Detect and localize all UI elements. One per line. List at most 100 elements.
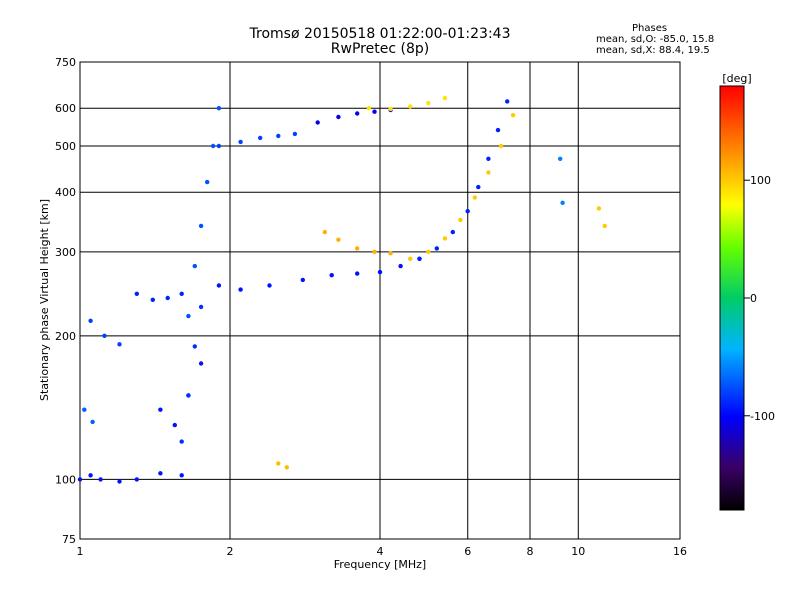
phase-note-x: mean, sd,X: 88.4, 19.5 [596,45,710,56]
colorbar-ticks: 100 0 -100 [744,174,775,423]
x-tick-label: 4 [377,545,384,558]
data-point [179,439,184,444]
data-points [77,95,607,484]
data-point [408,256,413,261]
data-point [158,407,163,412]
y-axis-title: Stationary phase Virtual Height [km] [38,199,51,401]
data-point [172,422,177,428]
chart-title: Tromsø 20150518 01:22:00-01:23:43 [249,26,511,42]
axis-ticks: 1 2 4 6 8 10 16 75 100 200 300 400 500 600 750 [55,56,687,558]
data-point [372,109,377,114]
data-point [442,236,448,241]
data-point [216,283,222,288]
data-point [495,127,501,133]
data-point [192,263,197,269]
data-point [117,342,122,347]
data-point [398,263,403,269]
data-point [88,473,93,478]
data-point [150,297,155,302]
colorbar-tick-label: 0 [750,292,757,305]
data-point [417,256,422,261]
data-point [465,209,470,214]
data-point [510,113,516,118]
data-point [505,99,510,104]
data-point [355,246,360,251]
data-point [472,195,477,200]
data-point [377,269,383,275]
x-tick-label: 1 [77,545,84,558]
y-tick-label: 500 [55,140,76,153]
x-tick-label: 2 [227,545,234,558]
y-tick-label: 75 [62,533,76,546]
data-point [388,106,393,112]
x-tick-label: 16 [673,545,687,558]
data-point [165,295,170,301]
grid-lines [80,62,680,539]
y-tick-label: 600 [55,102,76,115]
data-point [186,393,191,398]
data-point [486,170,491,175]
data-point [355,271,360,276]
phase-note-header: Phases [632,23,668,34]
data-point [322,229,327,235]
data-point [602,223,607,229]
data-point [98,477,103,482]
data-point [77,477,83,482]
y-tick-label: 300 [55,246,76,259]
chart-subtitle: RwPretec (8p) [330,41,430,57]
data-point [388,251,393,256]
data-point [434,246,439,251]
data-point [442,95,448,101]
data-point [198,223,204,229]
data-point [186,313,191,319]
data-point [179,291,184,296]
data-point [366,106,372,111]
data-point [258,135,263,141]
data-point [355,111,360,116]
data-point [458,217,463,223]
data-point [238,287,243,292]
y-tick-label: 100 [55,473,76,486]
data-point [329,273,334,278]
data-point [158,471,163,476]
y-tick-label: 200 [55,330,76,343]
data-point [476,184,481,190]
data-point [238,139,243,145]
data-point [179,473,184,478]
y-tick-label: 400 [55,186,76,199]
data-point [486,156,491,161]
data-point [134,477,139,482]
data-point [300,277,305,283]
x-axis-title: Frequency [MHz] [334,558,426,571]
x-tick-label: 10 [571,545,585,558]
data-point [292,131,298,137]
data-point [558,156,563,161]
data-point [205,179,210,185]
colorbar [719,85,745,511]
colorbar-label: [deg] [722,72,751,85]
data-point [198,361,204,366]
x-tick-label: 8 [527,545,534,558]
data-point [210,143,216,149]
data-point [315,120,320,125]
data-point [134,291,139,296]
x-tick-label: 6 [464,545,471,558]
data-point [426,100,431,106]
colorbar-tick-label: -100 [750,410,775,423]
data-point [498,143,504,149]
data-point [102,333,107,338]
data-point [216,106,222,111]
data-point [560,200,565,205]
data-point [336,114,341,120]
data-point [88,318,93,323]
data-point [267,283,272,288]
data-point [336,237,341,242]
data-point [117,479,122,484]
data-point [596,206,602,211]
phase-note-o: mean, sd,O: -85.0, 15.8 [596,34,715,45]
data-point [276,461,281,466]
data-point [426,249,431,254]
data-point [192,344,197,349]
data-point [276,133,281,139]
